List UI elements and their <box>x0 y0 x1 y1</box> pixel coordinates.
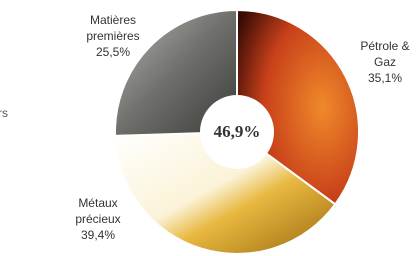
category-name: Métaux précieux <box>73 195 123 227</box>
cropped-text: rs <box>0 106 8 120</box>
value-label: 35,1% <box>355 70 415 86</box>
category-name: Matières premières <box>83 12 143 44</box>
category-name: Pétrole & Gaz <box>355 38 415 70</box>
value-label: 39,4% <box>58 227 138 243</box>
value-label: 25,5% <box>73 44 153 60</box>
center-label: 46,9% <box>214 122 261 141</box>
page: 46,9% rs (() => { const data = JSON.pars… <box>0 0 418 256</box>
